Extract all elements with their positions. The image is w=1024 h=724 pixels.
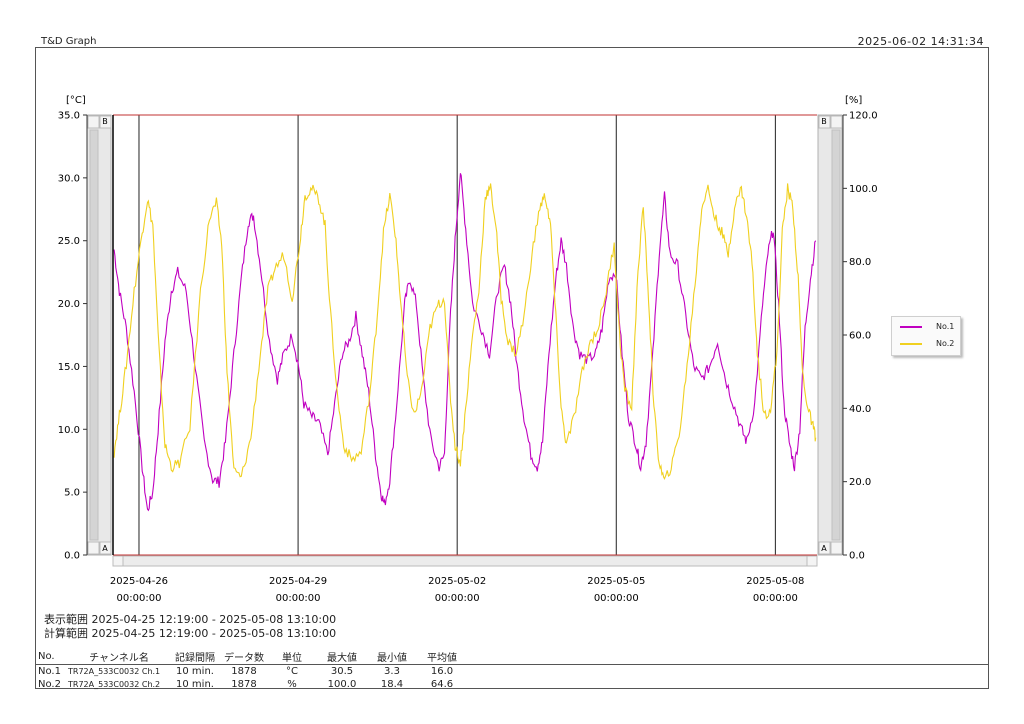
y-right-tick-label: 20.0 (849, 477, 871, 488)
y-right-tick-label: 40.0 (849, 404, 871, 415)
row-unit: % (287, 679, 297, 690)
app-title: T&D Graph (41, 36, 97, 47)
cursor-a-label-right: A (821, 544, 827, 553)
y-right-tick-label: 120.0 (849, 111, 878, 122)
report-frame (35, 47, 989, 689)
legend-item-no1: No.1 (900, 321, 958, 333)
row-interval: 10 min. (176, 679, 214, 690)
table-row: No.1 TR72A_533C0032 Ch.1 10 min. 1878 °C… (36, 665, 988, 679)
calc-range-label: 計算範囲 (44, 627, 88, 640)
stats-header-row: No. チャンネル名 記録間隔 データ数 単位 最大値 最小値 平均値 (36, 649, 988, 665)
col-interval: 記録間隔 (175, 653, 215, 664)
display-range-value: 2025-04-25 12:19:00 - 2025-05-08 13:10:0… (91, 613, 337, 626)
row-unit: °C (286, 666, 298, 677)
row-count: 1878 (231, 666, 257, 677)
cursor-b-label-left: B (102, 117, 108, 126)
row-no: No.1 (38, 666, 61, 677)
series-line-no1 (113, 173, 817, 512)
row-min: 3.3 (384, 666, 400, 677)
left-scrollbar[interactable] (86, 114, 112, 556)
x-tick-time: 00:00:00 (276, 593, 321, 604)
row-channel: TR72A_533C0032 Ch.2 (68, 680, 161, 689)
y-left-tick-label: 30.0 (58, 173, 80, 184)
col-avg: 平均値 (427, 653, 457, 664)
col-spacer (468, 649, 988, 665)
print-timestamp: 2025-06-02 14:31:34 (857, 35, 984, 48)
x-tick-time: 00:00:00 (753, 593, 798, 604)
col-max: 最大値 (327, 653, 357, 664)
y-right-tick-label: 80.0 (849, 257, 871, 268)
y-right-tick-label: 0.0 (849, 551, 865, 562)
y-left-tick-label: 35.0 (58, 111, 80, 122)
x-tick-date: 2025-05-05 (587, 576, 645, 587)
x-ticks: 2025-04-26 00:00:00 2025-04-29 00:00:00 2025… (110, 576, 805, 604)
plot-area (113, 115, 817, 555)
y-right-ticks: 0.0 20.0 40.0 60.0 80.0 100.0 120.0 (843, 111, 878, 562)
calc-range: 計算範囲 2025-04-25 12:19:00 - 2025-05-08 13… (44, 625, 336, 641)
display-range-label: 表示範囲 (44, 613, 88, 626)
legend-label-no2: No.2 (936, 339, 955, 348)
legend-item-no2: No.2 (900, 338, 958, 350)
x-tick-date: 2025-04-26 (110, 576, 168, 587)
x-tick-date: 2025-05-02 (428, 576, 486, 587)
y-left-tick-label: 10.0 (58, 425, 80, 436)
row-avg: 64.6 (430, 679, 454, 690)
col-unit: 単位 (282, 653, 302, 664)
y-left-tick-label: 25.0 (58, 236, 80, 247)
col-no: No. (38, 651, 55, 662)
x-tick-time: 00:00:00 (594, 593, 639, 604)
legend-swatch-no2 (900, 343, 922, 345)
stats-table: No. チャンネル名 記録間隔 データ数 単位 最大値 最小値 平均値 No.1… (36, 649, 988, 691)
grid (138, 115, 776, 555)
series-line-no2 (113, 183, 817, 480)
y-left-ticks: 0.0 5.0 10.0 15.0 20.0 25.0 30.0 35.0 (58, 111, 87, 562)
row-avg: 16.0 (430, 666, 454, 677)
y-left-tick-label: 5.0 (64, 488, 80, 499)
x-tick-date: 2025-04-29 (269, 576, 327, 587)
col-channel: チャンネル名 (89, 653, 149, 664)
legend: No.1 No.2 (891, 316, 961, 356)
x-tick-time: 00:00:00 (435, 593, 480, 604)
row-max: 100.0 (327, 679, 357, 690)
bottom-scrollbar[interactable] (112, 555, 818, 567)
y-left-tick-label: 0.0 (64, 551, 80, 562)
col-min: 最小値 (377, 653, 407, 664)
table-row: No.2 TR72A_533C0032 Ch.2 10 min. 1878 % … (36, 678, 988, 691)
row-spacer (468, 678, 988, 691)
row-min: 18.4 (380, 679, 404, 690)
y-left-unit: [°C] (66, 95, 86, 106)
legend-swatch-no1 (900, 326, 922, 328)
row-no: No.2 (38, 679, 61, 690)
x-tick-time: 00:00:00 (117, 593, 162, 604)
y-right-tick-label: 60.0 (849, 331, 871, 342)
cursor-a-label-left: A (102, 544, 108, 553)
x-tick-date: 2025-05-08 (746, 576, 804, 587)
series-layer (113, 173, 817, 512)
row-interval: 10 min. (176, 666, 214, 677)
display-range: 表示範囲 2025-04-25 12:19:00 - 2025-05-08 13… (44, 611, 336, 627)
col-count: データ数 (224, 653, 264, 664)
row-channel: TR72A_533C0032 Ch.1 (68, 667, 161, 676)
row-spacer (468, 665, 988, 679)
y-right-unit: [%] (845, 95, 862, 106)
legend-label-no1: No.1 (936, 322, 955, 331)
y-left-tick-label: 15.0 (58, 362, 80, 373)
cursor-b-label-right: B (821, 117, 827, 126)
row-count: 1878 (231, 679, 257, 690)
row-max: 30.5 (330, 666, 354, 677)
y-left-tick-label: 20.0 (58, 299, 80, 310)
y-right-tick-label: 100.0 (849, 184, 878, 195)
calc-range-value: 2025-04-25 12:19:00 - 2025-05-08 13:10:0… (91, 627, 337, 640)
right-scrollbar[interactable] (817, 114, 843, 556)
